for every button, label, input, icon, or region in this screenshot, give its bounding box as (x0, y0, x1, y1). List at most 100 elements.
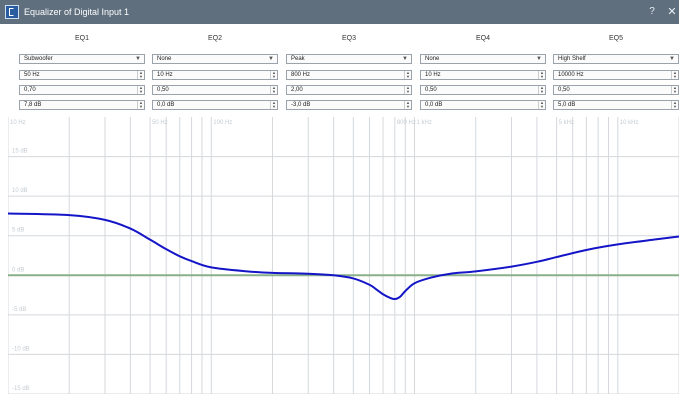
spin-buttons[interactable]: ▲ ▼ (671, 71, 678, 79)
frequency-spinbox[interactable]: 10 Hz ▲ ▼ (420, 70, 546, 80)
y-tick-label: -15 dB (12, 386, 30, 392)
spin-down-icon[interactable]: ▼ (673, 104, 677, 109)
q-value: 0,50 (558, 87, 570, 93)
gain-value: 0,0 dB (157, 102, 175, 108)
filter-type-select[interactable]: Peak ▼ (286, 54, 412, 64)
q-spinbox[interactable]: 0,70 ▲ ▼ (19, 85, 145, 95)
spin-up-icon[interactable]: ▲ (673, 100, 677, 105)
spin-up-icon[interactable]: ▲ (139, 70, 143, 75)
gain-value: 5,0 dB (558, 102, 576, 108)
spin-up-icon[interactable]: ▲ (673, 85, 677, 90)
spin-up-icon[interactable]: ▲ (272, 100, 276, 105)
spin-up-icon[interactable]: ▲ (139, 85, 143, 90)
spin-up-icon[interactable]: ▲ (673, 70, 677, 75)
chevron-down-icon: ▼ (268, 56, 274, 62)
spin-buttons[interactable]: ▲ ▼ (270, 86, 277, 94)
close-button[interactable]: ✕ (667, 6, 677, 18)
spin-up-icon[interactable]: ▲ (406, 100, 410, 105)
spin-up-icon[interactable]: ▲ (540, 100, 544, 105)
help-button[interactable]: ? (649, 6, 655, 17)
gain-spinbox[interactable]: 0,0 dB ▲ ▼ (420, 100, 546, 110)
frequency-spinbox[interactable]: 10000 Hz ▲ ▼ (553, 70, 679, 80)
spin-up-icon[interactable]: ▲ (540, 70, 544, 75)
frequency-value: 800 Hz (291, 72, 311, 78)
filter-type-select[interactable]: High Shelf ▼ (553, 54, 679, 64)
spin-down-icon[interactable]: ▼ (272, 89, 276, 94)
spin-buttons[interactable]: ▲ ▼ (538, 71, 545, 79)
spin-up-icon[interactable]: ▲ (406, 70, 410, 75)
frequency-spinbox[interactable]: 50 Hz ▲ ▼ (19, 70, 145, 80)
x-tick-label: 1 kHz (417, 120, 432, 126)
spin-down-icon[interactable]: ▼ (673, 89, 677, 94)
spin-up-icon[interactable]: ▲ (272, 85, 276, 90)
gain-spinbox[interactable]: 7,8 dB ▲ ▼ (19, 100, 145, 110)
spin-buttons[interactable]: ▲ ▼ (538, 86, 545, 94)
frequency-value: 10 Hz (157, 72, 173, 78)
gain-value: -3,0 dB (291, 102, 311, 108)
spin-down-icon[interactable]: ▼ (139, 89, 143, 94)
filter-type-select[interactable]: None ▼ (152, 54, 278, 64)
x-tick-label: 10 Hz (10, 120, 26, 126)
gain-spinbox[interactable]: 5,0 dB ▲ ▼ (553, 100, 679, 110)
eq-title: EQ4 (475, 35, 490, 42)
filter-type-select[interactable]: None ▼ (420, 54, 546, 64)
frequency-value: 10 Hz (425, 72, 441, 78)
spin-down-icon[interactable]: ▼ (673, 74, 677, 79)
spin-down-icon[interactable]: ▼ (540, 74, 544, 79)
q-value: 2,00 (291, 87, 303, 93)
gain-spinbox[interactable]: 0,0 dB ▲ ▼ (152, 100, 278, 110)
x-tick-label: 10 kHz (620, 120, 639, 126)
x-tick-label: 50 Hz (152, 120, 168, 126)
spin-up-icon[interactable]: ▲ (272, 70, 276, 75)
q-spinbox[interactable]: 0,50 ▲ ▼ (420, 85, 546, 95)
spin-buttons[interactable]: ▲ ▼ (404, 101, 411, 109)
spin-down-icon[interactable]: ▼ (272, 104, 276, 109)
spin-down-icon[interactable]: ▼ (540, 104, 544, 109)
filter-type-value: None (157, 56, 172, 62)
frequency-spinbox[interactable]: 10 Hz ▲ ▼ (152, 70, 278, 80)
y-tick-label: -10 dB (12, 346, 30, 352)
gain-spinbox[interactable]: -3,0 dB ▲ ▼ (286, 100, 412, 110)
q-spinbox[interactable]: 2,00 ▲ ▼ (286, 85, 412, 95)
q-spinbox[interactable]: 0,50 ▲ ▼ (553, 85, 679, 95)
q-spinbox[interactable]: 0,50 ▲ ▼ (152, 85, 278, 95)
spin-up-icon[interactable]: ▲ (406, 85, 410, 90)
spin-buttons[interactable]: ▲ ▼ (404, 71, 411, 79)
y-tick-label: -5 dB (12, 307, 26, 313)
spin-buttons[interactable]: ▲ ▼ (538, 101, 545, 109)
spin-buttons[interactable]: ▲ ▼ (671, 86, 678, 94)
spin-down-icon[interactable]: ▼ (406, 104, 410, 109)
filter-type-value: None (425, 56, 440, 62)
frequency-value: 50 Hz (24, 72, 40, 78)
eq-title: EQ2 (207, 35, 222, 42)
filter-type-select[interactable]: Subwoofer ▼ (19, 54, 145, 64)
spin-up-icon[interactable]: ▲ (139, 100, 143, 105)
eq-title: EQ1 (74, 35, 89, 42)
spin-buttons[interactable]: ▲ ▼ (270, 101, 277, 109)
window-title: Equalizer of Digital Input 1 (24, 7, 130, 17)
gain-value: 0,0 dB (425, 102, 443, 108)
x-tick-label: 800 Hz (397, 120, 416, 126)
spin-buttons[interactable]: ▲ ▼ (137, 101, 144, 109)
spin-buttons[interactable]: ▲ ▼ (671, 101, 678, 109)
spin-buttons[interactable]: ▲ ▼ (137, 86, 144, 94)
y-tick-label: 5 dB (12, 228, 24, 234)
spin-down-icon[interactable]: ▼ (540, 89, 544, 94)
spin-buttons[interactable]: ▲ ▼ (137, 71, 144, 79)
frequency-value: 10000 Hz (558, 72, 584, 78)
eq-title: EQ5 (608, 35, 623, 42)
spin-down-icon[interactable]: ▼ (406, 89, 410, 94)
app-icon (5, 5, 19, 19)
spin-down-icon[interactable]: ▼ (406, 74, 410, 79)
spin-up-icon[interactable]: ▲ (540, 85, 544, 90)
spin-buttons[interactable]: ▲ ▼ (270, 71, 277, 79)
eq-title: EQ3 (341, 35, 356, 42)
spin-down-icon[interactable]: ▼ (139, 104, 143, 109)
spin-down-icon[interactable]: ▼ (139, 74, 143, 79)
frequency-spinbox[interactable]: 800 Hz ▲ ▼ (286, 70, 412, 80)
spin-down-icon[interactable]: ▼ (272, 74, 276, 79)
q-value: 0,50 (157, 87, 169, 93)
spin-buttons[interactable]: ▲ ▼ (404, 86, 411, 94)
